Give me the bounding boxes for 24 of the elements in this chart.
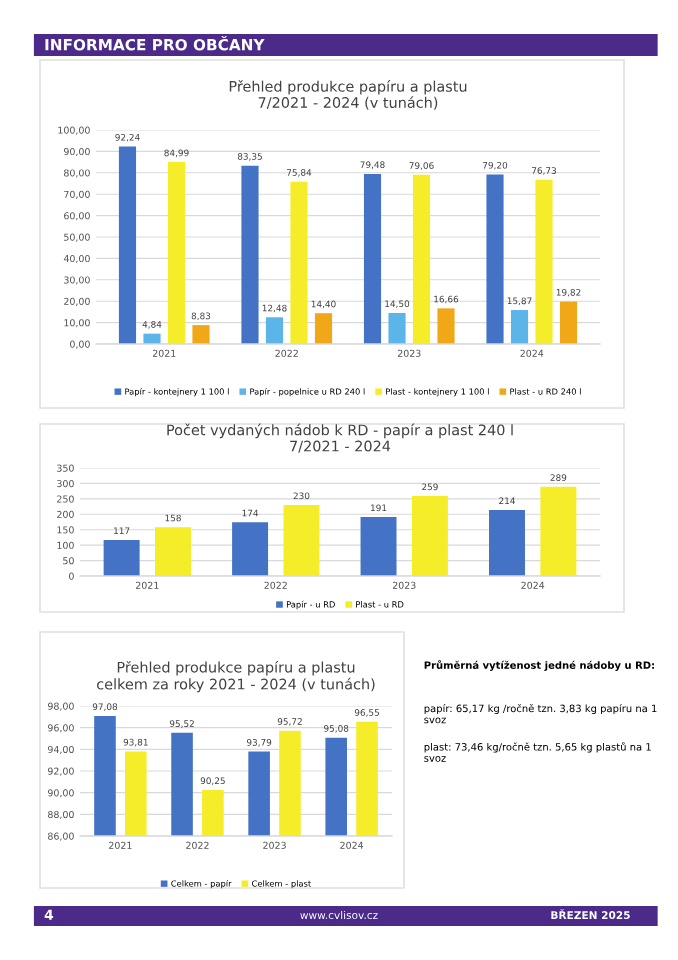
bar [388, 312, 406, 344]
bar [535, 179, 553, 344]
bar [540, 486, 577, 576]
bar [143, 333, 161, 344]
bar [411, 496, 448, 576]
bar [232, 522, 269, 576]
bar [155, 527, 191, 576]
bar [510, 310, 529, 344]
bar [283, 505, 320, 576]
bar [360, 517, 397, 576]
bar [437, 308, 455, 344]
bar [167, 162, 186, 344]
bar [314, 313, 333, 344]
bar [265, 317, 284, 344]
bar [118, 146, 137, 344]
bar [363, 173, 382, 344]
bar [489, 509, 525, 576]
bar [486, 174, 504, 344]
bar [241, 165, 259, 344]
bar [559, 301, 578, 344]
bar [412, 174, 431, 344]
bar [192, 325, 210, 344]
bar [290, 181, 308, 344]
bar [103, 539, 140, 576]
